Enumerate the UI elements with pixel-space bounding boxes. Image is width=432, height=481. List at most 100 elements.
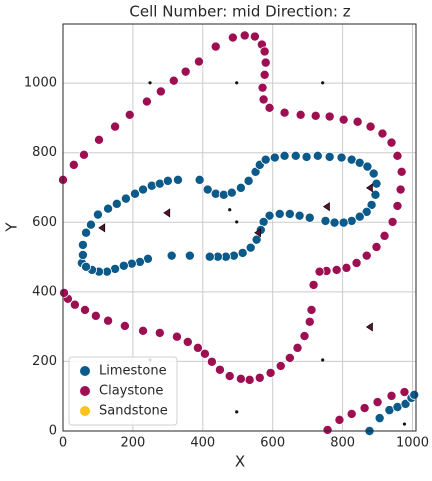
- point: [260, 57, 271, 68]
- point: [184, 250, 195, 261]
- point: [331, 264, 342, 275]
- y-tick-label: 600: [32, 215, 57, 230]
- legend-box: [68, 356, 178, 426]
- point: [81, 227, 92, 238]
- point: [120, 193, 131, 204]
- point: [324, 111, 335, 122]
- point: [352, 116, 363, 127]
- well-dot: [235, 220, 239, 224]
- point: [254, 372, 265, 383]
- point: [269, 152, 280, 163]
- triangle-marker: [365, 183, 373, 193]
- point: [320, 215, 331, 226]
- point: [251, 234, 262, 245]
- legend-marker: [80, 406, 90, 416]
- triangle-marker: [98, 223, 106, 233]
- point: [304, 212, 315, 223]
- x-axis-label: X: [235, 453, 245, 471]
- y-tick-label: 800: [32, 145, 57, 160]
- point: [77, 249, 88, 260]
- point: [180, 66, 191, 77]
- point: [359, 403, 370, 414]
- legend-label: Sandstone: [99, 404, 168, 419]
- legend-label: Limestone: [99, 364, 167, 379]
- point: [245, 242, 256, 253]
- point: [182, 336, 193, 347]
- point: [299, 331, 310, 342]
- point: [290, 150, 301, 161]
- point: [68, 159, 79, 170]
- point: [301, 151, 312, 162]
- point: [154, 327, 165, 338]
- point: [172, 174, 183, 185]
- point: [372, 397, 383, 408]
- point: [118, 260, 129, 271]
- point: [78, 149, 89, 160]
- point: [392, 150, 403, 161]
- point: [387, 216, 398, 227]
- point: [214, 364, 225, 375]
- point: [138, 184, 149, 195]
- y-axis-label: Y: [3, 222, 21, 233]
- y-tick-label: 0: [49, 424, 57, 439]
- x-tick-label: 1000: [396, 436, 429, 451]
- point: [377, 128, 388, 139]
- point: [162, 175, 173, 186]
- y-tick-label: 400: [32, 284, 57, 299]
- point: [93, 134, 104, 145]
- point: [237, 247, 248, 258]
- well-dot: [148, 81, 152, 85]
- point: [284, 352, 295, 363]
- point: [239, 30, 250, 41]
- point: [362, 161, 373, 172]
- point: [138, 325, 149, 336]
- point: [336, 152, 347, 163]
- point: [224, 371, 235, 382]
- point: [193, 56, 204, 67]
- point: [374, 413, 385, 424]
- point: [368, 168, 379, 179]
- point: [171, 331, 182, 342]
- point: [202, 184, 213, 195]
- triangle-marker: [365, 322, 373, 332]
- point: [379, 230, 390, 241]
- point: [322, 424, 333, 435]
- point: [260, 154, 271, 165]
- point: [396, 166, 407, 177]
- well-dot: [321, 81, 325, 85]
- point: [110, 121, 121, 132]
- point: [354, 211, 365, 222]
- point: [274, 208, 285, 219]
- point: [194, 174, 205, 185]
- point: [386, 390, 397, 401]
- point: [80, 304, 91, 315]
- point: [141, 96, 152, 107]
- point: [166, 250, 177, 261]
- point: [124, 109, 135, 120]
- point: [227, 32, 238, 43]
- well-dot: [228, 208, 232, 212]
- plot-frame: [62, 23, 417, 432]
- point: [265, 367, 276, 378]
- point: [294, 210, 305, 221]
- point: [103, 203, 114, 214]
- point: [361, 250, 372, 261]
- triangle-marker: [163, 208, 171, 218]
- x-tick-label: 600: [260, 436, 285, 451]
- point: [324, 151, 335, 162]
- point: [370, 189, 381, 200]
- point: [168, 75, 179, 86]
- point: [284, 208, 295, 219]
- triangle-marker: [322, 202, 330, 212]
- point: [279, 150, 290, 161]
- point: [243, 175, 254, 186]
- point: [244, 374, 255, 385]
- point: [275, 360, 286, 371]
- point: [312, 150, 323, 161]
- point: [85, 219, 96, 230]
- point: [210, 41, 221, 52]
- point: [103, 315, 114, 326]
- point: [111, 198, 122, 209]
- point: [192, 342, 203, 353]
- well-dot: [402, 422, 407, 426]
